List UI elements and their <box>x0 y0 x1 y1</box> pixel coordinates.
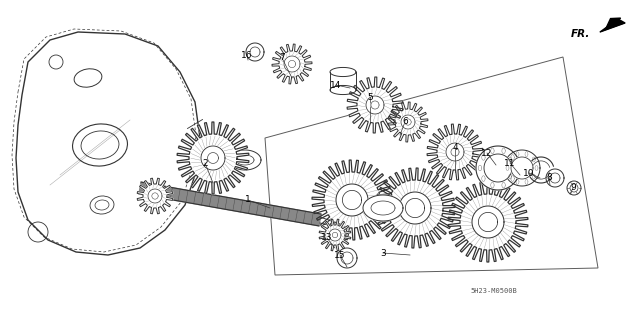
Text: 16: 16 <box>241 50 253 60</box>
Polygon shape <box>446 143 464 161</box>
Polygon shape <box>401 115 415 129</box>
Polygon shape <box>246 43 264 61</box>
Polygon shape <box>137 178 173 214</box>
Polygon shape <box>427 124 483 180</box>
Polygon shape <box>16 32 200 255</box>
Polygon shape <box>479 212 498 232</box>
Polygon shape <box>476 146 520 190</box>
Text: 15: 15 <box>334 250 346 259</box>
Polygon shape <box>363 195 403 221</box>
Polygon shape <box>484 154 512 182</box>
Polygon shape <box>399 192 431 224</box>
Polygon shape <box>152 193 158 199</box>
Text: 10: 10 <box>524 168 535 177</box>
Text: 13: 13 <box>321 234 333 242</box>
Polygon shape <box>289 60 296 68</box>
Polygon shape <box>347 77 403 133</box>
Polygon shape <box>405 198 424 218</box>
Polygon shape <box>312 160 392 240</box>
Polygon shape <box>250 47 260 57</box>
Polygon shape <box>600 19 625 32</box>
Polygon shape <box>546 169 564 187</box>
Polygon shape <box>229 150 261 170</box>
Text: 11: 11 <box>504 159 516 167</box>
Polygon shape <box>341 252 353 264</box>
Polygon shape <box>284 56 300 72</box>
Polygon shape <box>329 229 341 241</box>
Text: 14: 14 <box>330 80 342 90</box>
Polygon shape <box>388 102 428 142</box>
Polygon shape <box>342 190 362 210</box>
Text: 2: 2 <box>202 159 208 167</box>
Polygon shape <box>201 146 225 170</box>
Text: 8: 8 <box>546 174 552 182</box>
Polygon shape <box>448 182 528 262</box>
Text: 7: 7 <box>279 54 285 63</box>
Polygon shape <box>451 148 459 156</box>
Polygon shape <box>550 173 560 183</box>
Polygon shape <box>605 18 621 29</box>
Text: 4: 4 <box>452 144 458 152</box>
Text: 5: 5 <box>367 93 373 101</box>
Polygon shape <box>472 206 504 238</box>
Polygon shape <box>336 184 368 216</box>
Text: 9: 9 <box>570 183 576 192</box>
Polygon shape <box>148 189 162 203</box>
Polygon shape <box>405 119 411 125</box>
Text: 12: 12 <box>481 149 493 158</box>
Polygon shape <box>504 150 540 186</box>
Text: 3: 3 <box>380 249 386 257</box>
Text: 5H23-M0500B: 5H23-M0500B <box>470 288 516 294</box>
Polygon shape <box>371 101 379 109</box>
Polygon shape <box>375 168 455 248</box>
Text: 6: 6 <box>402 117 408 127</box>
Polygon shape <box>511 157 533 179</box>
Polygon shape <box>337 248 357 268</box>
Polygon shape <box>332 232 338 238</box>
Polygon shape <box>207 152 218 163</box>
Polygon shape <box>272 44 312 84</box>
Text: 1: 1 <box>245 196 251 204</box>
Polygon shape <box>366 96 384 114</box>
Text: FR.: FR. <box>571 29 590 39</box>
Polygon shape <box>319 219 351 251</box>
Polygon shape <box>139 182 321 226</box>
Polygon shape <box>177 122 249 194</box>
